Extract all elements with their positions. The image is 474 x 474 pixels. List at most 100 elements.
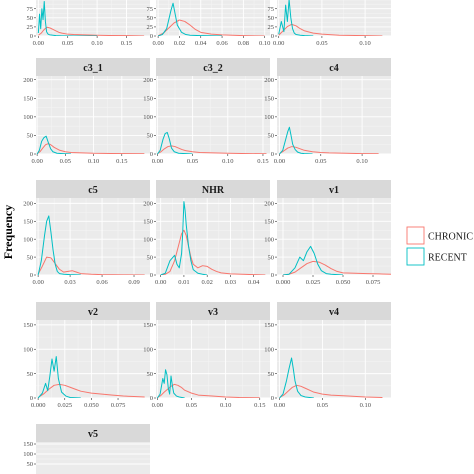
series-line-chronic <box>279 146 379 154</box>
y-tick-label: 0 <box>271 33 274 40</box>
gridlines <box>156 198 270 275</box>
y-tick-label: 50 <box>268 371 275 378</box>
y-tick-label: 50 <box>268 15 275 22</box>
y-tick-label: 100 <box>264 114 274 121</box>
strip-background <box>156 302 270 320</box>
y-tick-label: 0 <box>150 33 153 40</box>
y-tick-label: 0 <box>30 33 33 40</box>
x-tick-label: 0.05 <box>187 158 198 165</box>
gridlines <box>36 76 150 154</box>
y-tick-label: 50 <box>268 254 275 261</box>
panel-c4: c4 0 50 100 150 200 0.00 0.05 0.10 <box>264 58 391 165</box>
x-tick-label: 0.025 <box>306 279 321 286</box>
x-tick-label: 0.05 <box>316 40 327 47</box>
x-tick-label: 0.00 <box>152 40 163 47</box>
legend-item-recent: RECENT <box>406 247 467 266</box>
x-tick-label: 0.15 <box>121 40 132 47</box>
y-tick-label: 150 <box>264 95 274 102</box>
strip-background <box>277 302 391 320</box>
panel-c3_2: c3_2 0 50 100 150 200 0.00 0.05 0.10 0.15 <box>143 58 270 165</box>
y-tick-label: 50 <box>27 15 34 22</box>
panel-c5: c5 0 50 100 150 200 0.00 0.03 0.06 0.09 <box>23 180 150 286</box>
legend-label: RECENT <box>428 253 467 264</box>
x-tick-label: 0.000 <box>31 402 46 409</box>
series-line-recent <box>36 135 72 154</box>
x-tick-label: 0.04 <box>248 279 260 286</box>
y-tick-label: 100 <box>23 236 33 243</box>
panel-background <box>36 442 150 474</box>
panel-background <box>277 76 391 154</box>
series-line-recent <box>160 201 208 275</box>
series-line-recent <box>279 357 314 398</box>
x-tick-label: 0.15 <box>257 158 268 165</box>
series-line-recent <box>156 369 185 398</box>
legend-label: CHRONIC <box>428 232 473 243</box>
x-tick-label: 0.15 <box>254 402 265 409</box>
y-tick-label: 150 <box>143 322 153 329</box>
panel-background <box>156 198 270 275</box>
strip-background <box>36 58 150 76</box>
x-tick-label: 0.000 <box>276 279 291 286</box>
x-tick-label: 0.00 <box>273 40 284 47</box>
strip-title: c5 <box>88 185 97 196</box>
y-tick-label: 75 <box>268 6 275 13</box>
y-tick-label: 0 <box>30 395 33 402</box>
x-tick-label: 0.04 <box>195 40 207 47</box>
series-line-chronic <box>157 145 267 154</box>
x-tick-label: 0.09 <box>128 279 139 286</box>
y-tick-label: 50 <box>268 133 275 140</box>
x-tick-label: 0.10 <box>360 402 371 409</box>
strip-background <box>156 180 270 198</box>
y-tick-label: 150 <box>23 322 33 329</box>
strip-title: v1 <box>329 185 339 196</box>
strip-title: c3_1 <box>83 63 102 74</box>
panel-background <box>156 320 270 398</box>
x-tick-label: 0.02 <box>201 279 212 286</box>
gridlines <box>277 76 391 154</box>
series-line-chronic <box>38 26 145 36</box>
strip-background <box>277 180 391 198</box>
x-tick-label: 0.00 <box>152 158 163 165</box>
panel-NHR: NHR 0 50 100 150 200 0.00 0.01 0.02 0.03 0.04 <box>143 180 270 286</box>
series-line-chronic <box>37 256 145 275</box>
y-tick-label: 0 <box>271 151 274 158</box>
y-tick-label: 150 <box>264 322 274 329</box>
x-tick-label: 0.05 <box>62 40 73 47</box>
y-tick-label: 0 <box>150 151 153 158</box>
strip-background <box>36 180 150 198</box>
y-tick-label: 200 <box>143 77 153 84</box>
series-line-chronic <box>278 23 383 36</box>
strip-background <box>156 58 270 76</box>
x-tick-label: 0.05 <box>317 402 328 409</box>
y-tick-label: 150 <box>23 441 33 448</box>
y-tick-label: 100 <box>143 236 153 243</box>
panel-v3: v3 0 50 100 150 0.00 0.05 0.10 0.15 <box>143 302 270 409</box>
series-line-chronic <box>36 143 145 154</box>
y-tick-label: 50 <box>147 254 154 261</box>
gridlines <box>36 443 150 465</box>
x-tick-label: 0.10 <box>91 40 102 47</box>
y-tick-label: 25 <box>268 24 275 31</box>
series-line-chronic <box>160 229 266 275</box>
y-tick-label: 150 <box>264 218 274 225</box>
series-line-recent <box>37 356 81 398</box>
series-line-recent <box>157 2 223 36</box>
panel-background <box>277 198 391 275</box>
y-tick-label: 200 <box>143 201 153 208</box>
panel-background <box>156 76 270 154</box>
strip-title: v4 <box>329 307 339 318</box>
gridlines <box>36 320 150 398</box>
x-tick-label: 0.10 <box>259 40 270 47</box>
legend-item-chronic: CHRONIC <box>406 226 473 245</box>
x-tick-label: 0.00 <box>31 158 42 165</box>
panel-v1: v1 0 50 100 150 200 0.000 0.025 0.050 0.075 <box>264 180 391 286</box>
y-tick-label: 0 <box>150 272 153 279</box>
panel-background <box>36 76 150 154</box>
y-tick-label: 100 <box>23 114 33 121</box>
y-tick-label: 0 <box>30 272 33 279</box>
y-tick-label: 200 <box>264 201 274 208</box>
x-tick-label: 0.06 <box>216 40 228 47</box>
y-tick-label: 200 <box>264 77 274 84</box>
x-tick-label: 0.00 <box>33 40 44 47</box>
